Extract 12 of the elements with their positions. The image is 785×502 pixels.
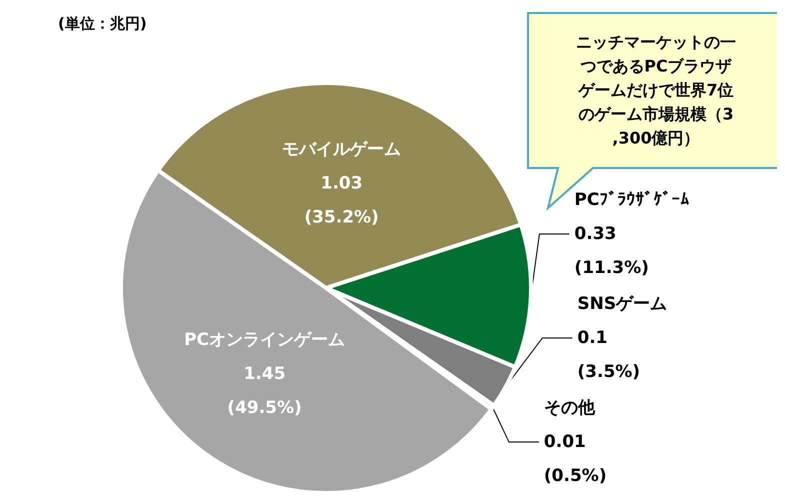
text: ニッチマーケットの一つであるPCブラウザゲームだけで世界7位のゲーム市場規模（3,300億円）	[576, 32, 736, 148]
data-label: 0.1 (3.5%)	[577, 328, 640, 382]
slice-label: PCﾌﾞﾗｳｻﾞｹﾞｰﾑ	[574, 190, 690, 210]
data-label: 1.45 (49.5%)	[227, 364, 302, 418]
text: (単位：兆円)	[58, 14, 147, 32]
slice-label: SNSゲーム	[577, 294, 668, 314]
data-label: 0.33 (11.3%)	[574, 224, 649, 278]
slice-label: モバイルゲーム	[282, 140, 402, 160]
slice-label: その他	[544, 398, 596, 418]
data-label: 0.01 (0.5%)	[544, 432, 607, 486]
slice-label: PCオンラインゲーム	[184, 330, 346, 350]
data-label: 1.03 (35.2%)	[304, 174, 379, 228]
